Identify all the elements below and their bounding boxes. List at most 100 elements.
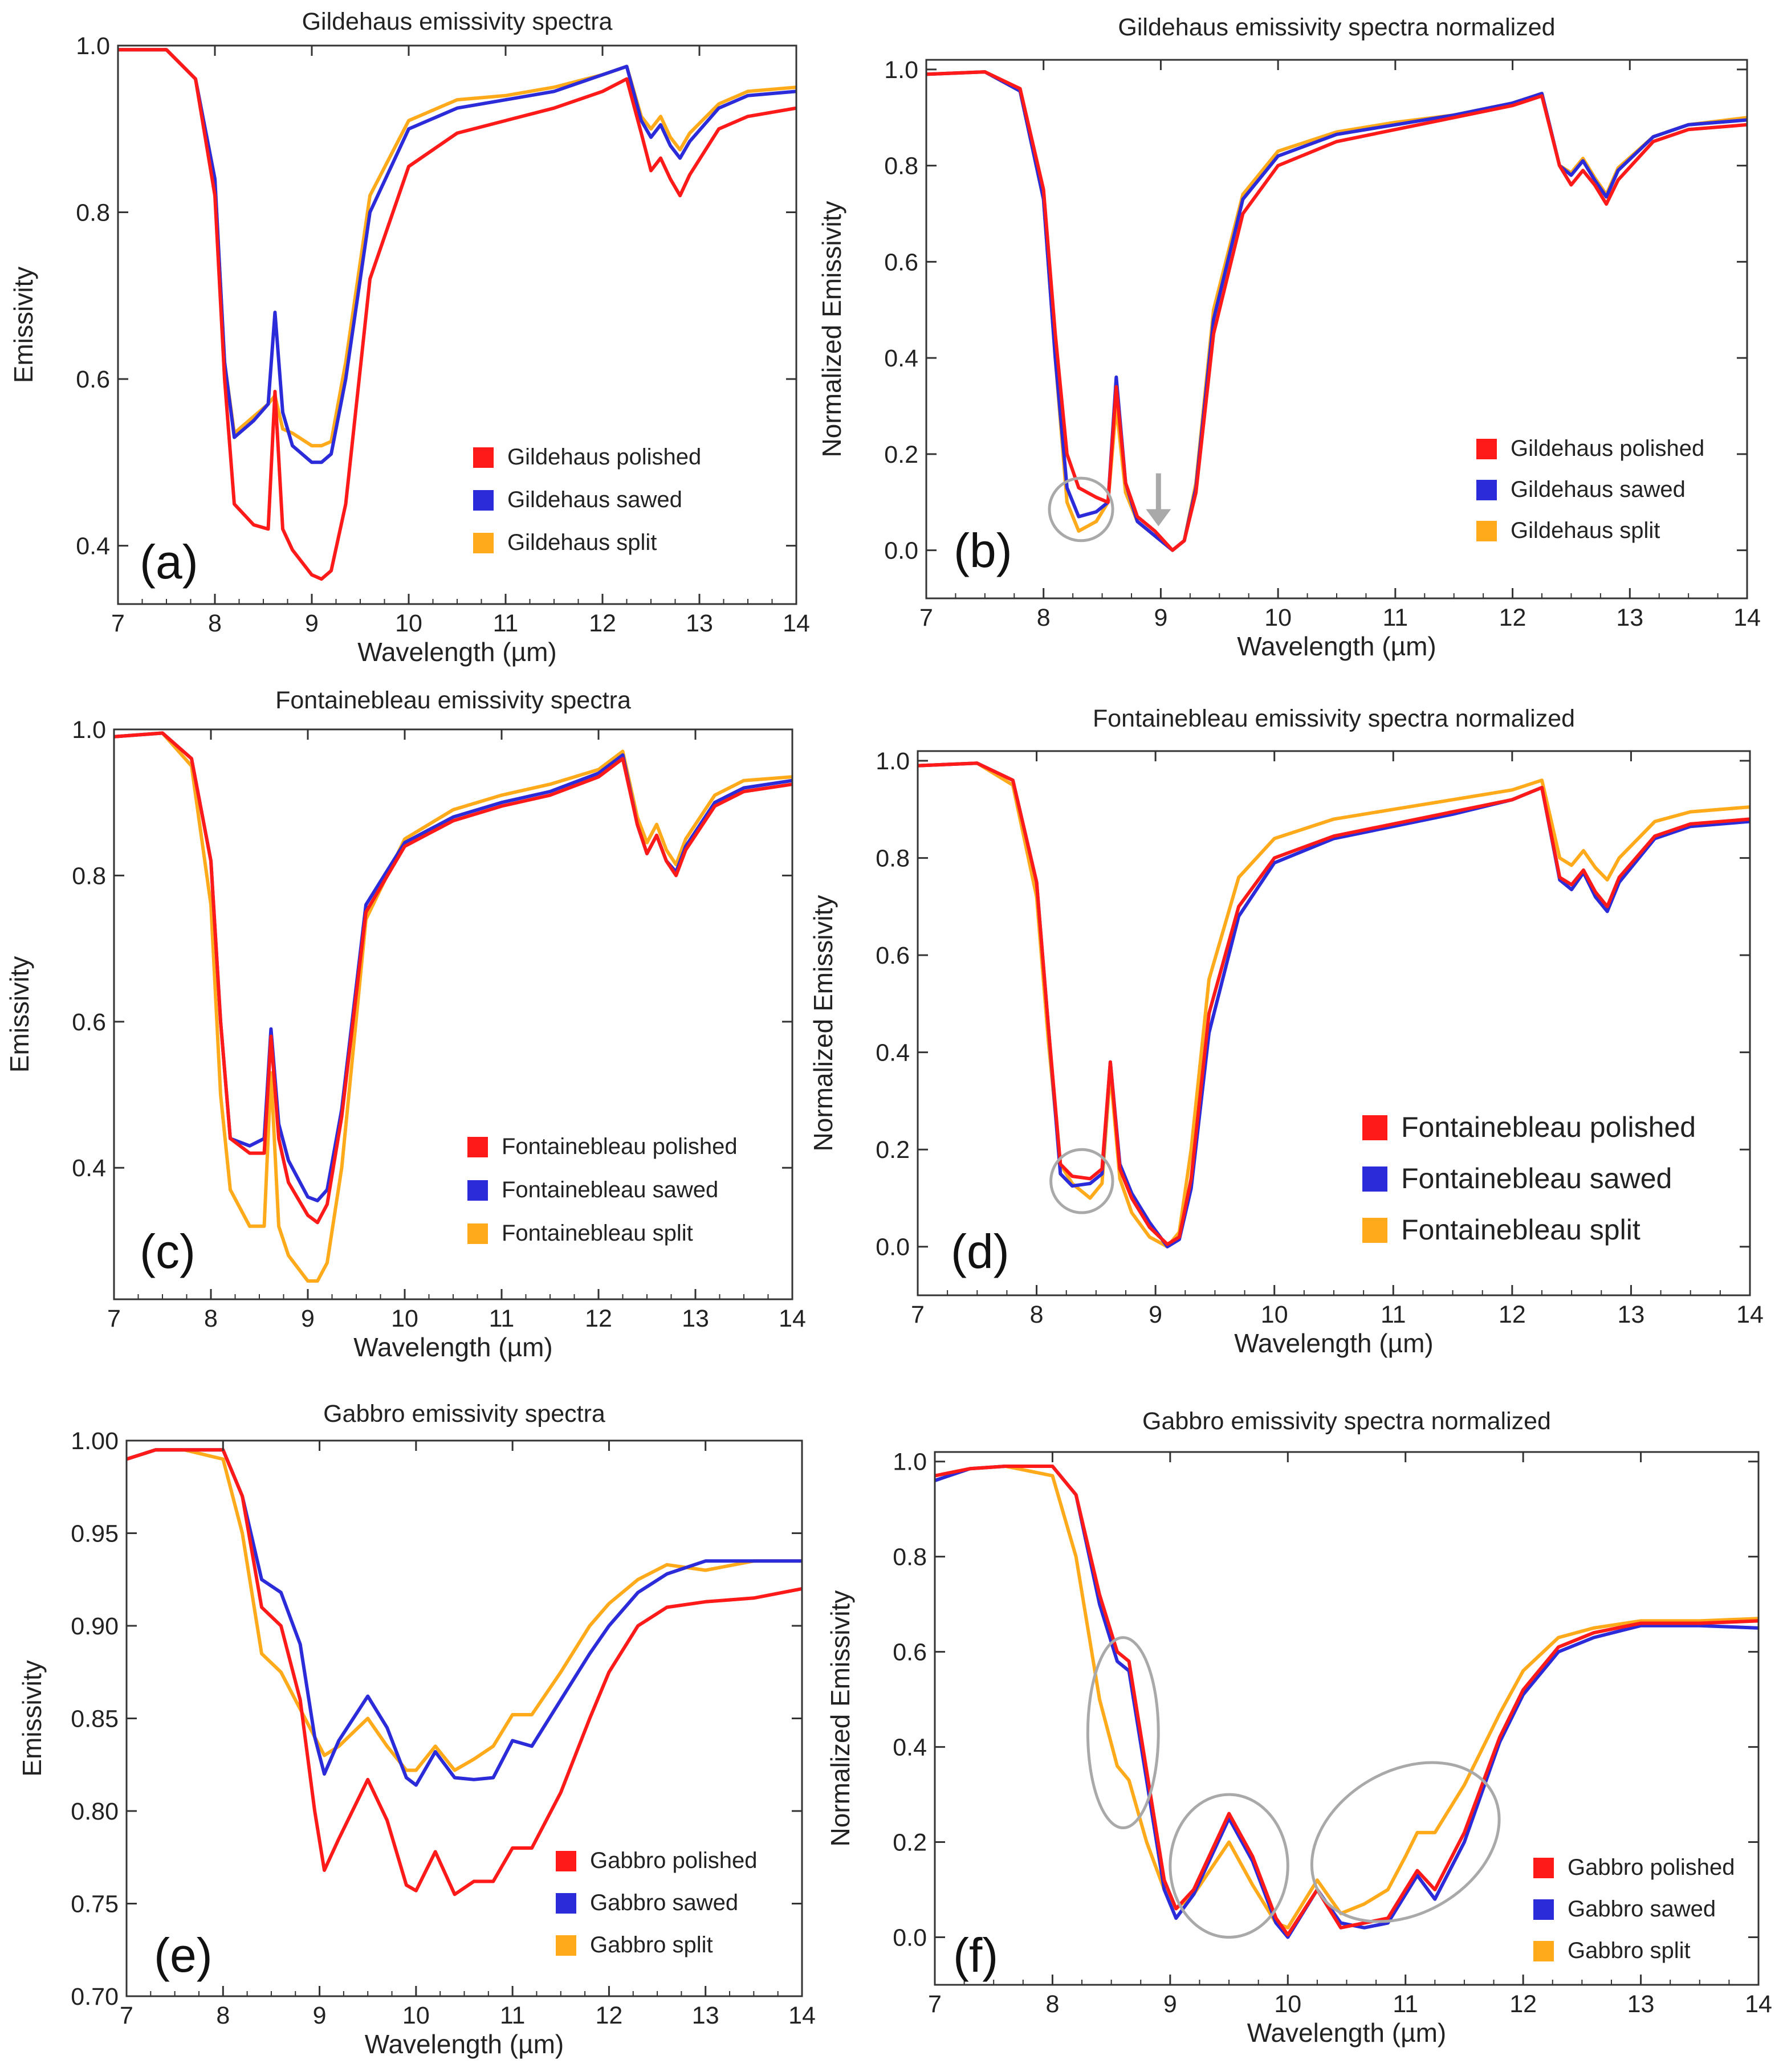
legend-label: Gabbro split — [1568, 1938, 1691, 1963]
highlight-ellipse — [1086, 1636, 1160, 1830]
y-tick-label: 0.2 — [876, 1136, 910, 1164]
x-tick-label: 9 — [301, 1305, 315, 1332]
x-tick-label: 14 — [783, 610, 810, 637]
y-tick-label: 0.6 — [76, 366, 110, 393]
legend-swatch-split — [1362, 1218, 1387, 1243]
x-tick-label: 11 — [1393, 1991, 1418, 2018]
y-axis-label: Emissivity — [9, 267, 38, 383]
x-tick-label: 8 — [1037, 604, 1051, 631]
panel-title: Gabbro emissivity spectra normalized — [1142, 1408, 1551, 1435]
legend-label: Gabbro split — [590, 1932, 713, 1957]
legend-label: Gildehaus sawed — [507, 487, 682, 512]
down-arrow-icon — [1146, 509, 1171, 527]
x-tick-label: 12 — [596, 2002, 623, 2029]
y-tick-label: 0.4 — [884, 345, 918, 372]
y-axis-label: Emissivity — [17, 1660, 47, 1776]
panel-e: Gabbro emissivity spectra 7 8 9 10 11 12 13 14 0.… — [17, 1400, 816, 2059]
x-tick-label: 14 — [1736, 1301, 1764, 1328]
y-axis-label: Normalized Emissivity — [817, 201, 846, 458]
legend-label: Fontainebleau polished — [502, 1134, 738, 1159]
y-tick-label: 0.85 — [71, 1706, 119, 1733]
y-tick-label: 0.80 — [71, 1798, 119, 1825]
series-line-sawed — [918, 761, 1750, 1249]
panel-letter: (c) — [140, 1225, 196, 1278]
panel-title: Gildehaus emissivity spectra — [302, 8, 613, 35]
y-tick-label: 0.90 — [71, 1613, 119, 1640]
y-tick-label: 1.0 — [884, 56, 918, 84]
y-tick-label: 0.4 — [893, 1734, 927, 1761]
legend: Gildehaus polished Gildehaus sawed Gildeha… — [1476, 436, 1704, 543]
series-line-polished — [926, 70, 1747, 552]
y-tick-label: 0.6 — [893, 1639, 927, 1666]
x-tick-label: 7 — [928, 1991, 942, 2018]
legend-swatch-sawed — [467, 1180, 488, 1201]
series-line-polished — [918, 761, 1750, 1246]
legend-label: Fontainebleau sawed — [502, 1177, 718, 1202]
series-line-polished — [935, 1465, 1758, 1937]
x-axis-label: Wavelength (µm) — [1234, 1328, 1433, 1358]
x-tick-label: 14 — [779, 1305, 806, 1332]
x-axis-label: Wavelength (µm) — [1237, 631, 1436, 661]
x-tick-label: 10 — [402, 2002, 430, 2029]
x-axis-label: Wavelength (µm) — [1247, 2018, 1446, 2047]
y-axis-label: Normalized Emissivity — [825, 1590, 855, 1847]
legend: Fontainebleau polished Fontainebleau sawe… — [1362, 1111, 1696, 1246]
legend-label: Gabbro sawed — [1568, 1896, 1716, 1922]
legend-label: Gabbro sawed — [590, 1890, 738, 1915]
y-tick-label: 1.0 — [72, 716, 106, 744]
panel-letter: (b) — [954, 524, 1012, 577]
highlight-ellipse — [1310, 1761, 1501, 1923]
series-line-polished — [127, 1448, 802, 1896]
y-tick-label: 0.70 — [71, 1983, 119, 2010]
y-tick-label: 0.4 — [72, 1155, 106, 1182]
y-tick-label: 0.8 — [884, 153, 918, 180]
highlight-ellipse — [1048, 476, 1114, 543]
legend-swatch-polished — [1533, 1858, 1554, 1878]
series-line-split — [127, 1448, 802, 1772]
legend-swatch-sawed — [473, 490, 494, 511]
legend-swatch-sawed — [556, 1893, 576, 1914]
legend-swatch-split — [473, 533, 494, 553]
x-tick-label: 12 — [1499, 604, 1526, 631]
x-tick-label: 11 — [500, 2002, 526, 2029]
y-tick-label: 0.8 — [76, 199, 110, 227]
x-tick-label: 8 — [1045, 1991, 1059, 2018]
x-tick-label: 9 — [305, 610, 319, 637]
legend-swatch-polished — [467, 1137, 488, 1157]
x-tick-label: 14 — [788, 2002, 816, 2029]
legend-label: Fontainebleau split — [502, 1221, 693, 1246]
x-tick-label: 10 — [1274, 1991, 1301, 2018]
x-tick-label: 13 — [1616, 604, 1643, 631]
legend-swatch-polished — [556, 1851, 576, 1871]
x-tick-label: 12 — [585, 1305, 612, 1332]
panel-c: Fontainebleau emissivity spectra 7 8 9 10 11 1… — [5, 687, 806, 1362]
highlight-ellipse — [1049, 1148, 1114, 1214]
y-tick-label: 0.8 — [876, 845, 910, 872]
x-tick-label: 9 — [1149, 1301, 1162, 1328]
series-line-polished — [114, 731, 792, 1225]
series-line-polished — [118, 48, 796, 581]
y-tick-label: 1.0 — [876, 748, 910, 775]
x-tick-label: 11 — [489, 1305, 515, 1332]
y-tick-label: 0.6 — [884, 248, 918, 276]
legend-label: Gildehaus polished — [507, 444, 701, 470]
x-tick-label: 9 — [1154, 604, 1167, 631]
y-tick-label: 0.95 — [71, 1520, 119, 1548]
panel-letter: (a) — [140, 535, 198, 589]
x-tick-label: 11 — [493, 610, 519, 637]
legend-label: Gildehaus sawed — [1511, 477, 1686, 502]
panel-b: Gildehaus emissivity spectra normalized 7… — [817, 14, 1761, 661]
x-tick-label: 13 — [1627, 1991, 1655, 2018]
x-tick-label: 13 — [682, 1305, 709, 1332]
y-tick-label: 0.0 — [893, 1924, 927, 1952]
x-tick-label: 10 — [395, 610, 422, 637]
panel-d: Fontainebleau emissivity spectra normali… — [808, 705, 1764, 1358]
legend-label: Fontainebleau split — [1401, 1214, 1640, 1246]
legend-swatch-polished — [1362, 1115, 1387, 1140]
legend-swatch-split — [1476, 521, 1497, 541]
legend: Gabbro polished Gabbro sawed Gabbro split — [1533, 1855, 1735, 1963]
x-tick-label: 14 — [1733, 604, 1761, 631]
series-line-sawed — [926, 70, 1747, 552]
x-tick-label: 12 — [1499, 1301, 1526, 1328]
legend-label: Gildehaus split — [1511, 518, 1660, 543]
